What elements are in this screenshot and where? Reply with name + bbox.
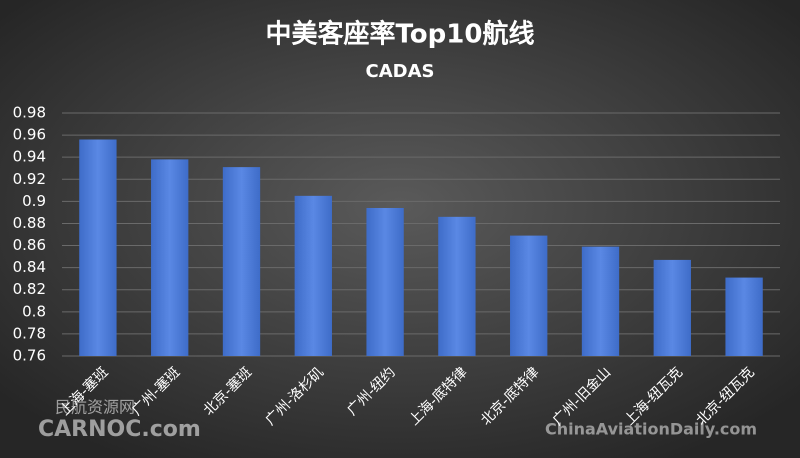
bar bbox=[151, 159, 189, 356]
y-tick-label: 0.78 bbox=[13, 324, 46, 342]
y-tick-label: 0.98 bbox=[13, 104, 46, 122]
y-tick-label: 0.84 bbox=[13, 258, 46, 276]
y-tick-label: 0.88 bbox=[13, 214, 46, 232]
bar bbox=[222, 167, 261, 356]
y-tick-label: 0.96 bbox=[13, 126, 46, 144]
bar bbox=[366, 207, 404, 356]
bar bbox=[653, 259, 691, 356]
bar bbox=[79, 139, 117, 356]
y-tick-label: 0.92 bbox=[13, 170, 46, 188]
bar bbox=[294, 195, 332, 356]
y-tick-label: 0.8 bbox=[22, 302, 46, 320]
bar bbox=[438, 216, 476, 356]
watermark: 民航资源网 bbox=[55, 398, 135, 417]
y-tick-label: 0.94 bbox=[13, 148, 46, 166]
y-tick-label: 0.86 bbox=[13, 236, 46, 254]
chart-subtitle: CADAS bbox=[366, 61, 435, 82]
y-tick-label: 0.82 bbox=[13, 280, 46, 298]
watermark: ChinaAviationDaily.com bbox=[545, 420, 757, 439]
watermark: CARNOC.com bbox=[38, 417, 201, 442]
bar bbox=[510, 235, 548, 356]
bar bbox=[581, 246, 620, 356]
chart-title: 中美客座率Top10航线 bbox=[266, 19, 535, 50]
bar bbox=[725, 277, 763, 356]
y-tick-label: 0.76 bbox=[13, 347, 46, 365]
y-tick-label: 0.9 bbox=[22, 192, 46, 210]
